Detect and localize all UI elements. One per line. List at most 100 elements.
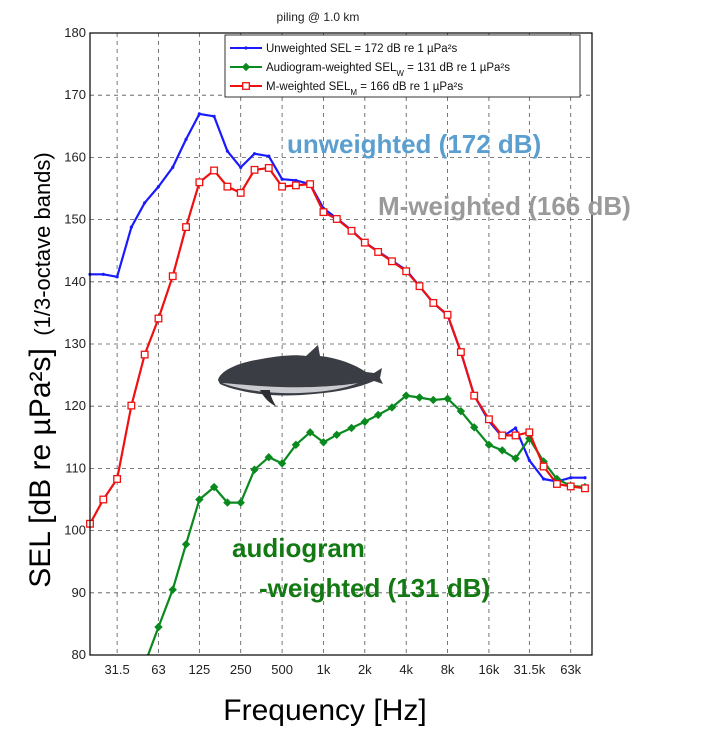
data-point (113, 475, 122, 483)
data-point (360, 238, 369, 247)
annotation-m-weighted: M-weighted (166 dB) (378, 191, 631, 221)
data-point (277, 459, 287, 468)
porpoise-body (218, 345, 383, 396)
data-point (332, 215, 341, 223)
legend-marker (241, 62, 251, 72)
x-tick-label: 16k (478, 662, 499, 677)
x-tick-label: 31.5k (513, 662, 545, 677)
data-point (498, 431, 507, 440)
data-point (539, 462, 548, 471)
x-tick-label: 8k (441, 662, 455, 677)
y-tick-label: 120 (64, 398, 86, 413)
data-point (319, 438, 328, 447)
data-point (223, 182, 232, 191)
series-line (90, 112, 585, 483)
series-layer (86, 112, 590, 656)
data-point (374, 247, 383, 256)
data-point (250, 165, 259, 174)
data-point (484, 440, 494, 449)
data-point (99, 495, 108, 504)
legend-label: Unweighted SEL = 172 dB re 1 µPa²s (266, 43, 458, 55)
data-point (443, 394, 452, 403)
data-point (583, 476, 587, 480)
data-point (402, 267, 411, 276)
data-point (129, 225, 133, 229)
data-point (415, 282, 424, 291)
x-tick-label: 63k (560, 662, 581, 677)
data-point (484, 415, 493, 424)
y-tick-label: 110 (65, 460, 86, 475)
data-point (264, 164, 273, 172)
data-point (223, 498, 232, 507)
data-point (291, 440, 301, 449)
legend-items: Unweighted SEL = 172 dB re 1 µPa²s Audiog… (230, 43, 510, 97)
y-tick-label: 80 (72, 647, 86, 662)
x-tick-label: 31.5 (104, 662, 129, 677)
data-point (210, 166, 219, 175)
data-point (373, 410, 383, 420)
data-point (225, 149, 230, 153)
data-point (264, 453, 273, 462)
data-point (154, 622, 163, 632)
legend: Unweighted SEL = 172 dB re 1 µPa²s Audiog… (224, 34, 581, 98)
y-tick-label: 160 (64, 149, 86, 164)
data-point (347, 423, 356, 433)
data-point (239, 165, 243, 169)
annotation-audiogram: audiogram (232, 533, 365, 563)
x-tick-label: 250 (230, 662, 252, 677)
y-tick-label: 180 (64, 25, 86, 40)
data-point (498, 446, 507, 455)
data-point (527, 458, 531, 462)
data-point (168, 585, 177, 594)
data-point (387, 403, 397, 412)
data-point (278, 182, 287, 191)
porpoise-belly (222, 383, 358, 394)
x-tick-label: 2k (358, 662, 372, 677)
legend-label: Audiogram-weighted SELW = 131 dB re 1 µP… (266, 62, 510, 78)
x-tick-label: 125 (189, 662, 211, 677)
y-axis-label-sub: (1/3-octave bands) (30, 152, 55, 335)
data-point (252, 152, 257, 156)
y-tick-label: 100 (64, 523, 86, 538)
data-point (115, 275, 119, 279)
data-point (236, 498, 245, 507)
data-point (195, 495, 204, 504)
porpoise-flipper (260, 390, 276, 406)
data-point (280, 177, 284, 181)
data-point (581, 484, 589, 493)
data-point (511, 454, 520, 463)
data-point (197, 112, 201, 116)
data-point (401, 391, 411, 400)
x-tick-labels: 31.5 63 125 250 500 1k 2k 4k 8k 16k 31.5k 63k (104, 662, 581, 677)
y-axis-label-group: SEL [dB re µPa²s] (1/3-octave bands) (24, 152, 57, 588)
data-point (182, 223, 190, 232)
data-point (212, 114, 216, 118)
series-1 (147, 391, 590, 656)
data-point (360, 417, 370, 426)
x-tick-label: 4k (399, 662, 413, 677)
plot-frame (89, 32, 593, 656)
data-point (542, 477, 546, 481)
y-tick-label: 90 (72, 585, 86, 600)
x-tick-label: 1k (317, 662, 331, 677)
data-point (140, 350, 149, 359)
data-point (387, 257, 396, 266)
data-point (184, 137, 188, 141)
data-point (415, 393, 424, 402)
data-point (195, 178, 204, 187)
x-tick-label: 500 (271, 662, 293, 677)
y-tick-labels: 80 90 100 110 120 130 140 150 160 170 180 (64, 25, 86, 662)
data-point (569, 476, 573, 480)
data-point (294, 178, 298, 183)
data-point (154, 314, 163, 323)
series-2 (86, 164, 589, 528)
data-point (511, 431, 520, 440)
data-point (181, 540, 191, 549)
annotation-audiogram-weighted: -weighted (131 dB) (259, 573, 490, 603)
y-axis-label: SEL [dB re µPa²s] (1/3-octave bands) (24, 152, 57, 588)
data-point (171, 165, 175, 169)
legend-marker (242, 82, 250, 90)
data-point (305, 428, 315, 437)
data-point (236, 188, 245, 197)
